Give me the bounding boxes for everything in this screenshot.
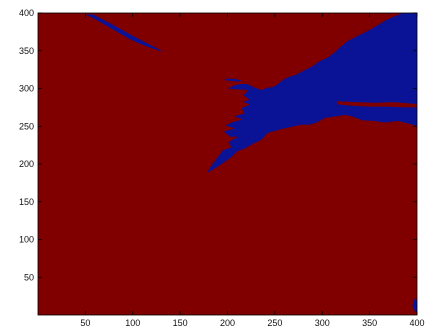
y-tick-label: 350 <box>19 46 34 56</box>
x-tick-label: 250 <box>267 318 282 328</box>
y-tick-label: 100 <box>19 235 34 245</box>
y-tick-label: 200 <box>19 159 34 169</box>
y-tick-label: 250 <box>19 121 34 131</box>
x-tick-label: 200 <box>220 318 235 328</box>
blue-diagonal-streak <box>85 14 164 52</box>
blue-corner-bottom-right <box>412 299 417 312</box>
classification-regions <box>85 13 417 312</box>
y-tick-label: 150 <box>19 197 34 207</box>
y-tick-label: 50 <box>24 272 34 282</box>
y-tick-label: 300 <box>19 84 34 94</box>
red-notch-lower <box>299 117 337 130</box>
x-tick-label: 350 <box>362 318 377 328</box>
blue-left-bits <box>224 78 242 82</box>
y-axis: 50 100 150 200 250 300 350 400 <box>19 8 417 282</box>
x-tick-label: 400 <box>409 318 424 328</box>
x-tick-label: 100 <box>125 318 140 328</box>
red-stripe <box>336 101 417 108</box>
x-tick-label: 50 <box>80 318 90 328</box>
x-axis: 50 100 150 200 250 300 350 400 <box>80 13 425 328</box>
blue-class-main <box>206 13 417 174</box>
x-tick-label: 150 <box>173 318 188 328</box>
x-tick-label: 300 <box>315 318 330 328</box>
y-tick-label: 400 <box>19 8 34 18</box>
